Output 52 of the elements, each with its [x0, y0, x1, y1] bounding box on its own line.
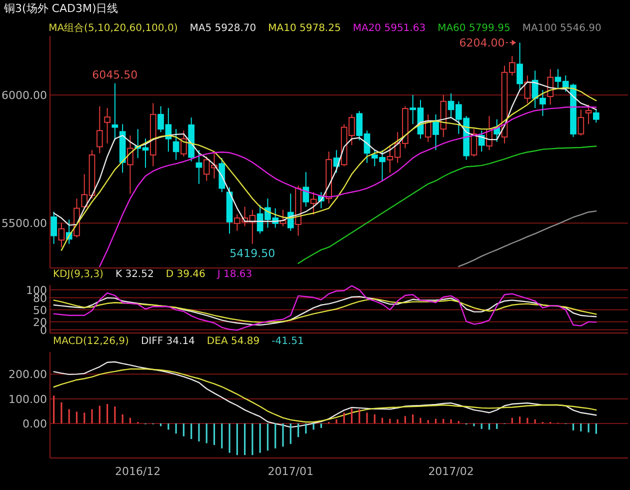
candlestick	[58, 222, 65, 248]
annotation: 6204.00	[459, 36, 505, 50]
series-label: K 32.52	[115, 269, 154, 280]
series-label: DIFF 34.14	[140, 336, 195, 347]
x-tick-label: 2017/02	[428, 465, 474, 478]
legend-title: KDJ(9,3,3)	[53, 269, 104, 280]
y-tick-label: 50	[33, 304, 47, 317]
y-tick-label: 100.00	[8, 392, 47, 406]
candlestick	[478, 130, 485, 152]
candlestick	[50, 211, 57, 244]
candlestick	[287, 193, 294, 232]
text: MA5 5928.70	[190, 23, 256, 34]
y-tick-label: 200.00	[8, 368, 47, 382]
candlestick	[547, 68, 554, 106]
legend-title: MACD(12,26,9)	[53, 336, 130, 347]
y-tick-label: 0.00	[22, 417, 47, 430]
y-tick-label: 6000.00	[2, 88, 47, 102]
candlestick	[96, 106, 103, 154]
text: MA10 5978.25	[268, 23, 341, 34]
line-series	[53, 368, 597, 423]
candlestick	[112, 82, 118, 141]
text: MA60 5799.95	[438, 23, 510, 34]
line-series	[99, 106, 597, 268]
candlestick	[180, 130, 187, 157]
x-tick-label: 2017/01	[268, 465, 314, 478]
text: MA100 5546.90	[522, 23, 602, 34]
candlestick	[172, 128, 180, 160]
y-tick-label: 5500.00	[2, 217, 47, 230]
candlestick	[578, 109, 584, 136]
candlestick	[196, 150, 202, 184]
candlestick	[310, 192, 317, 216]
line-series	[298, 146, 597, 264]
legend-title: MA组合(5,10,20,60,100,0)	[48, 22, 178, 34]
text: J 18.63	[216, 269, 252, 280]
candlestick	[104, 108, 110, 144]
text: DEA 54.89	[206, 336, 260, 347]
candlestick	[593, 109, 600, 124]
text: -41.51	[272, 336, 304, 347]
candlestick	[585, 104, 592, 125]
line-series	[458, 210, 597, 268]
candlestick	[432, 114, 439, 151]
text: D 39.46	[166, 269, 206, 280]
candlestick	[127, 134, 134, 194]
x-tick-label: 2016/12	[114, 465, 161, 478]
annotation: 6045.50	[92, 68, 138, 82]
candlestick	[302, 172, 310, 208]
chart-title: 铜3(场外 CAD3M)日线	[3, 2, 118, 15]
annotation: 5419.50	[230, 246, 276, 260]
candlestick	[516, 42, 523, 91]
line-series	[53, 285, 597, 331]
line-series	[53, 361, 597, 428]
text: MA20 5951.63	[352, 23, 426, 34]
